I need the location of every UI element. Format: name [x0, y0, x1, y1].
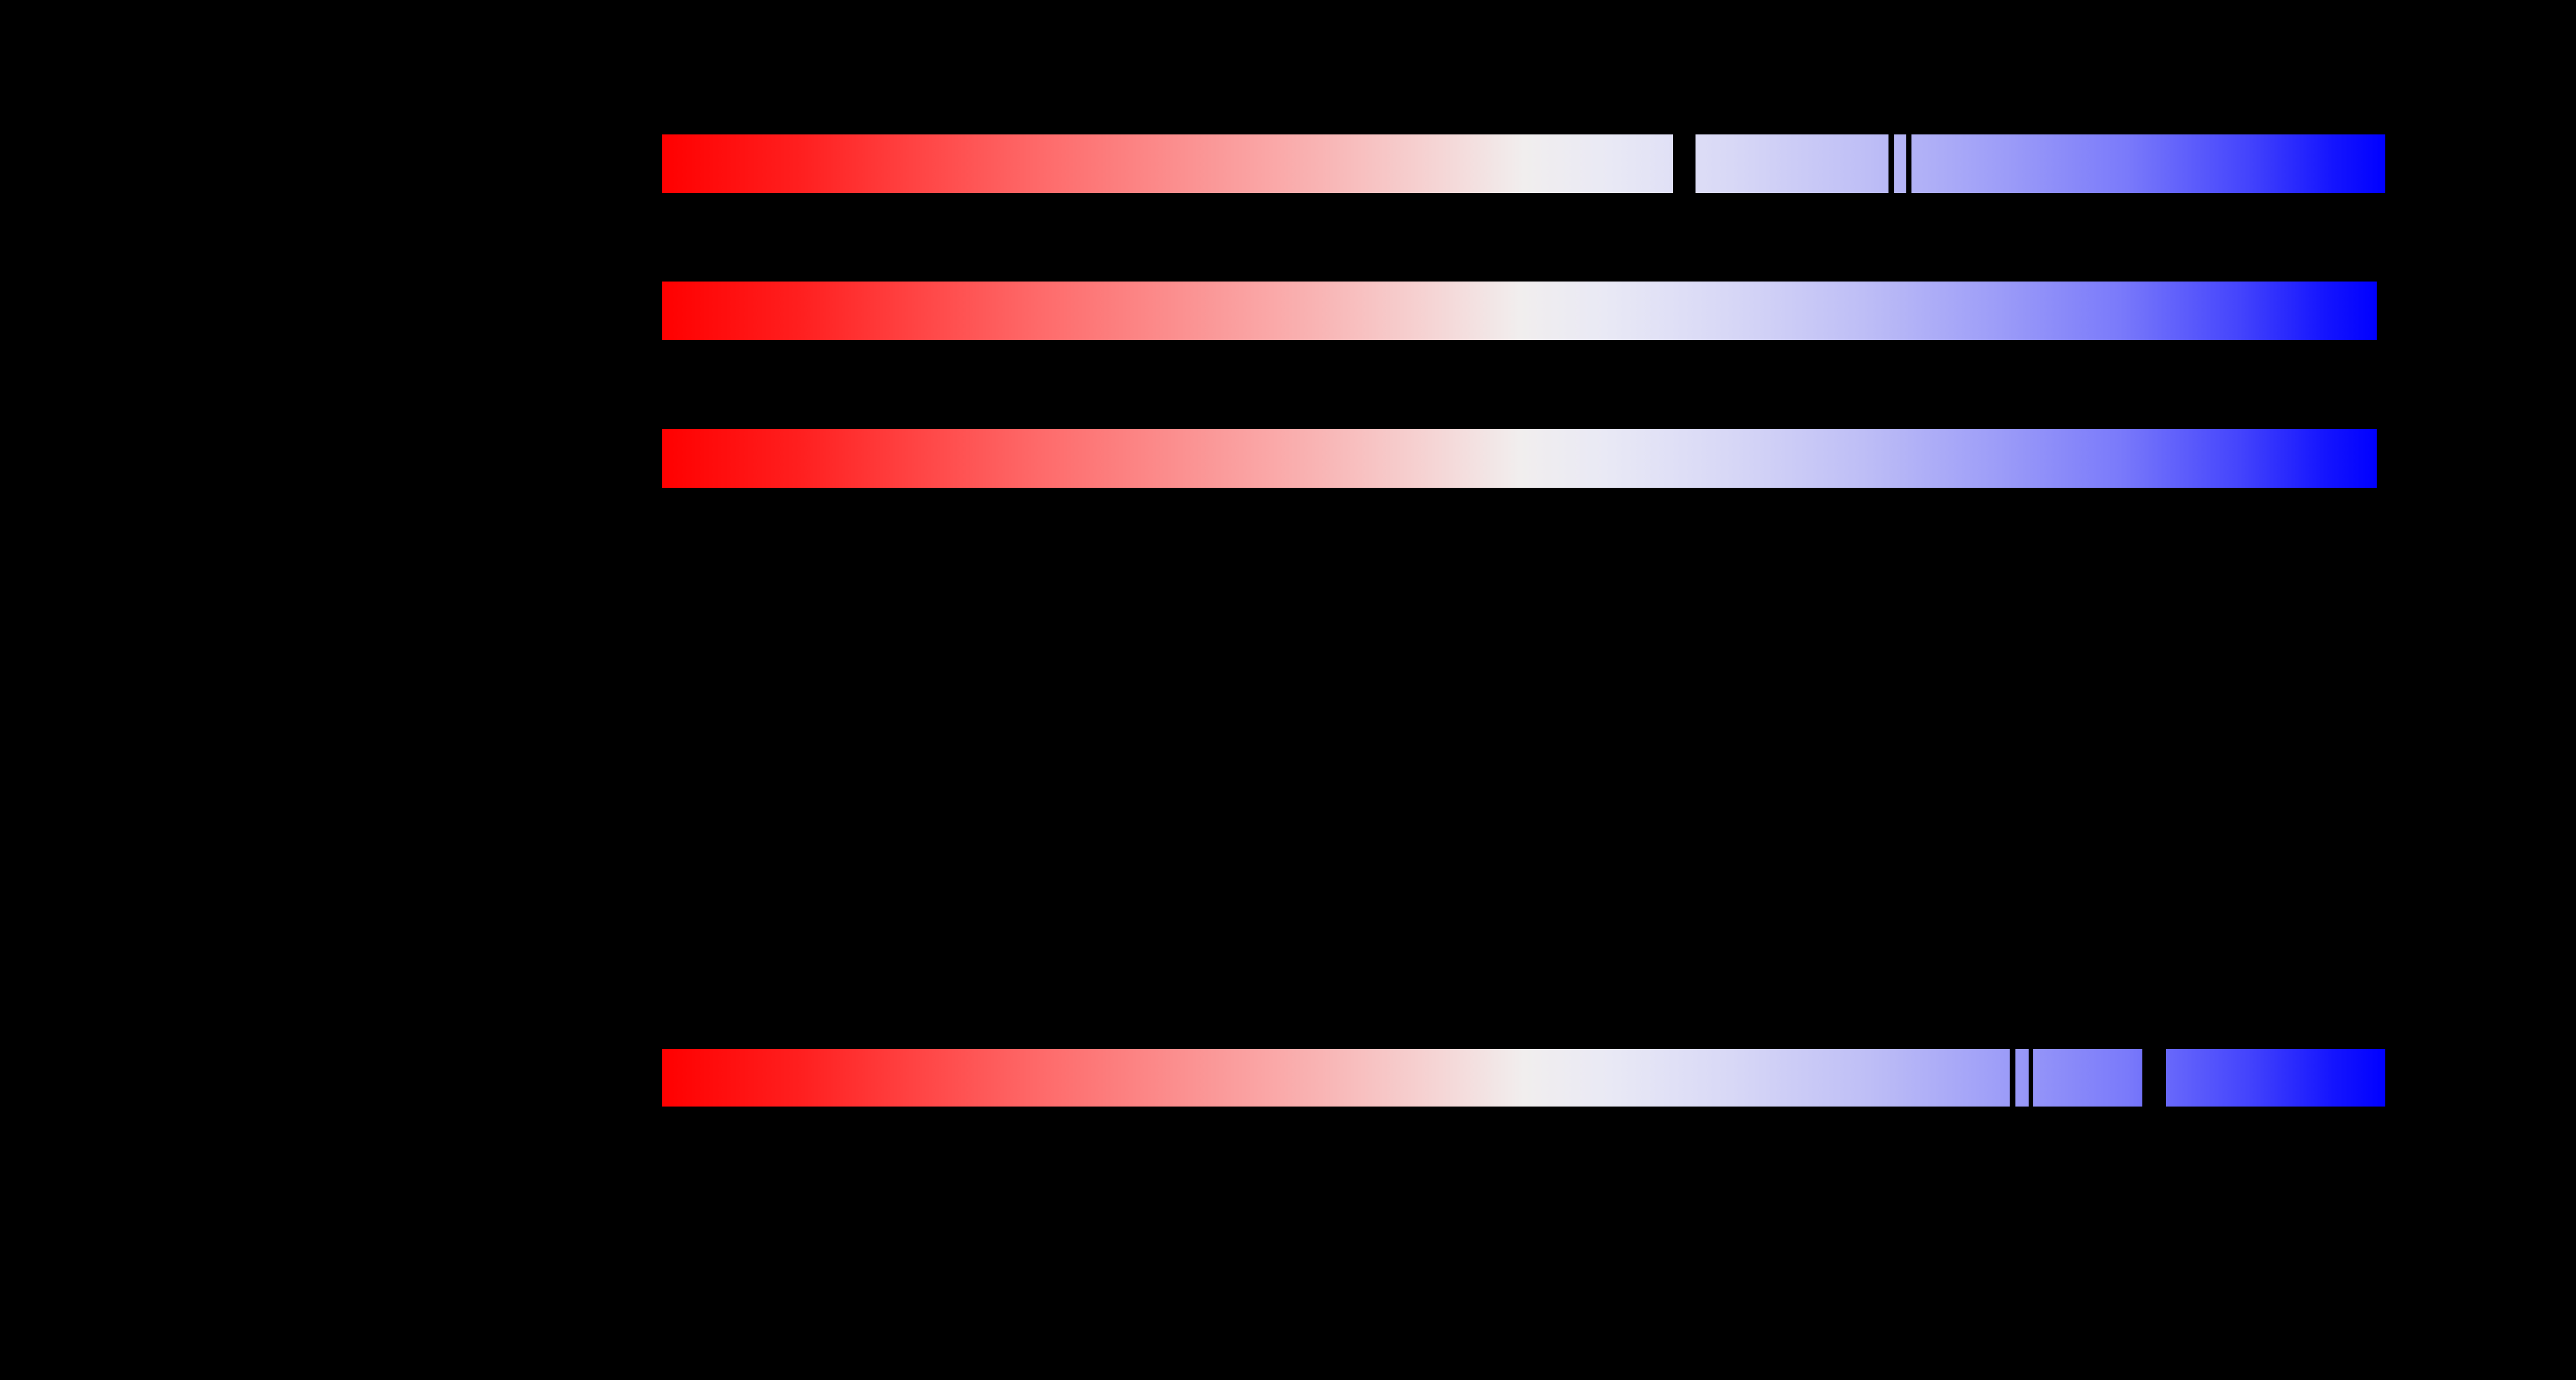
gradient-bar-3 — [662, 429, 2377, 488]
gradient-bar-4 — [662, 1049, 2385, 1107]
bar-gap-mark — [1673, 134, 1696, 193]
bar-tick-line-mark — [2029, 1049, 2033, 1107]
bar-tick-line-mark — [1888, 134, 1894, 193]
gradient-bar-1 — [662, 134, 2385, 193]
bar-gap-mark — [2142, 1049, 2166, 1107]
bar-tick-line-mark — [1906, 134, 1911, 193]
bar-tick-line-mark — [2010, 1049, 2015, 1107]
gradient-bar-2 — [662, 282, 2377, 340]
